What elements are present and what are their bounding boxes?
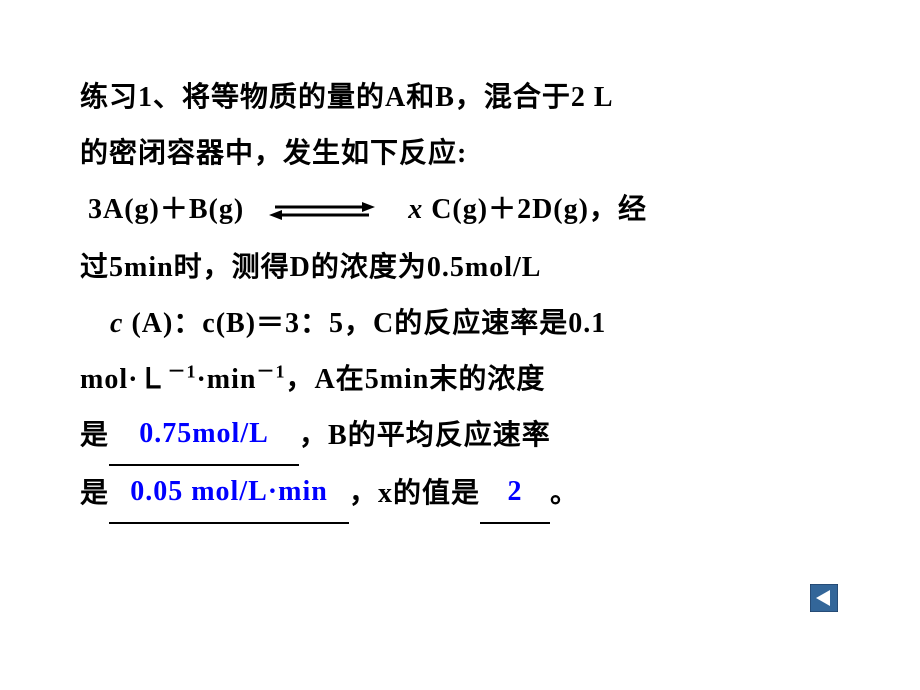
c-italic: c xyxy=(110,308,123,339)
coefficient-x: x xyxy=(408,194,423,225)
line6-p2: ·min xyxy=(196,364,256,395)
answer-3: 2 xyxy=(508,476,523,507)
line7-p1: 是 xyxy=(80,420,109,451)
line6-p1: mol·Ｌ xyxy=(80,364,167,395)
line6-p3: ，A在5min末的浓度 xyxy=(285,364,545,395)
exercise-text: 练习1、将等物质的量的A和B，混合于2 L 的密闭容器中，发生如下反应: 3A(… xyxy=(80,70,840,524)
answer-1: 0.75mol/L xyxy=(139,418,269,449)
line4: 过5min时，测得D的浓度为0.5mol/L xyxy=(80,252,541,283)
sup1: －1 xyxy=(167,361,196,381)
line2: 的密闭容器中，发生如下反应: xyxy=(80,138,467,169)
equilibrium-arrow xyxy=(267,184,377,240)
line7-p2: ，B的平均反应速率 xyxy=(299,420,551,451)
line8-p2: ，x的值是 xyxy=(349,478,480,509)
line1: 练习1、将等物质的量的A和B，混合于2 L xyxy=(80,82,614,113)
blank-1: 0.75mol/L xyxy=(109,408,299,466)
equation-left: 3A(g)＋B(g) xyxy=(88,194,244,225)
line8-p1: 是 xyxy=(80,478,109,509)
sup2: －1 xyxy=(256,361,285,381)
blank-2: 0.05 mol/L·min xyxy=(109,466,349,524)
equation-right: C(g)＋2D(g)，经 xyxy=(423,194,647,225)
blank-3: 2 xyxy=(480,466,550,524)
answer-2: 0.05 mol/L·min xyxy=(130,476,328,507)
line8-p3: 。 xyxy=(550,478,579,509)
equation-space xyxy=(80,194,88,225)
back-button[interactable] xyxy=(810,584,838,612)
line5: (A)：c(B)＝3：5，C的反应速率是0.1 xyxy=(123,308,606,339)
